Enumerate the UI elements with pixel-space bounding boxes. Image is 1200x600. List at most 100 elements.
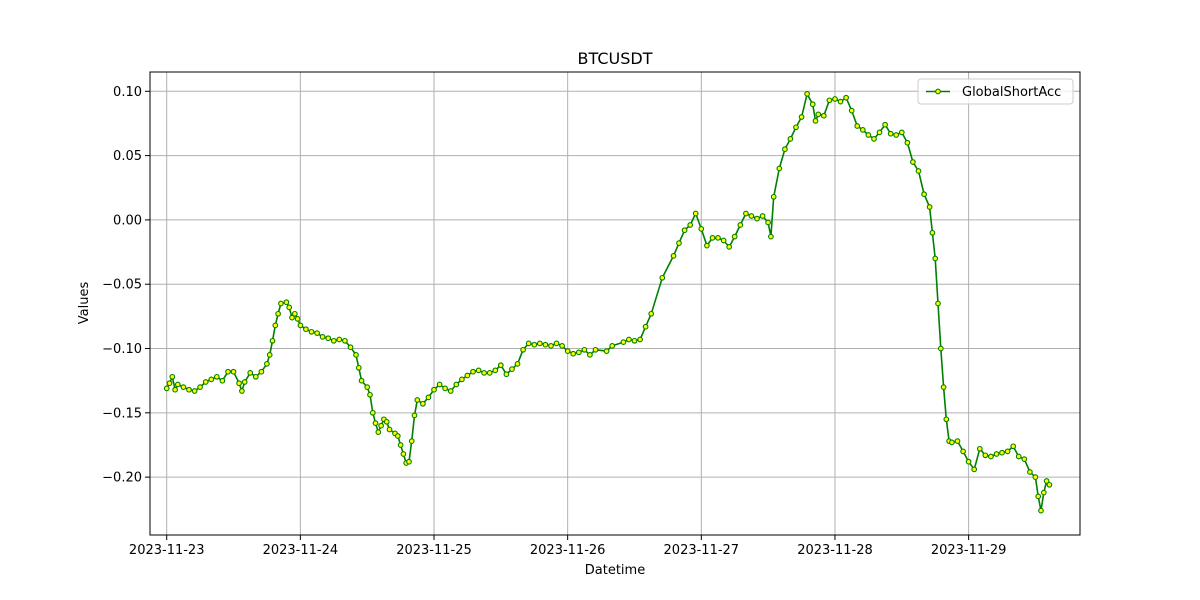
x-axis-label: Datetime bbox=[585, 563, 645, 578]
data-point bbox=[289, 314, 295, 321]
data-point bbox=[308, 328, 315, 335]
data-point bbox=[937, 345, 944, 352]
data-point bbox=[592, 346, 599, 353]
data-point bbox=[676, 240, 682, 246]
data-point bbox=[536, 340, 543, 347]
data-point bbox=[726, 244, 733, 250]
x-tick-label: 2023-11-26 bbox=[530, 543, 606, 558]
x-tick-label: 2023-11-29 bbox=[931, 543, 1007, 558]
data-point bbox=[999, 449, 1005, 456]
data-point bbox=[191, 388, 198, 394]
data-point bbox=[865, 132, 872, 138]
plot-frame bbox=[149, 71, 1081, 536]
data-point bbox=[230, 368, 237, 375]
data-point bbox=[910, 159, 916, 165]
x-axis: 2023-11-23 2023-11-24 2023-11-25 2023-11-26… bbox=[129, 535, 1006, 558]
data-point bbox=[358, 377, 365, 384]
data-point bbox=[375, 429, 382, 435]
y-tick-label: 0.10 bbox=[113, 85, 142, 100]
y-axis: −0.20 −0.15 −0.10 −0.05 0.00 0.05 0.10 bbox=[102, 85, 150, 486]
data-point bbox=[926, 204, 933, 210]
data-point bbox=[754, 215, 760, 222]
data-point bbox=[587, 352, 593, 358]
legend-entry-label: GlobalShortAcc bbox=[962, 85, 1061, 100]
data-point bbox=[843, 94, 849, 101]
data-point bbox=[303, 326, 309, 333]
data-point bbox=[336, 336, 343, 343]
data-point bbox=[241, 379, 248, 385]
data-point bbox=[497, 362, 504, 369]
x-tick-label: 2023-11-27 bbox=[664, 543, 740, 558]
data-point bbox=[1040, 489, 1047, 496]
series-group bbox=[163, 91, 1053, 514]
data-point bbox=[940, 384, 947, 390]
data-point bbox=[425, 394, 432, 401]
data-point bbox=[687, 222, 694, 228]
data-point bbox=[559, 343, 565, 349]
data-point bbox=[509, 366, 515, 372]
data-point bbox=[369, 409, 376, 416]
data-point bbox=[247, 370, 254, 376]
data-point bbox=[698, 226, 705, 232]
data-point bbox=[898, 129, 905, 136]
data-point bbox=[548, 343, 554, 349]
data-point bbox=[648, 310, 655, 317]
data-point bbox=[748, 213, 755, 219]
data-point bbox=[286, 304, 293, 311]
data-point bbox=[932, 255, 939, 262]
data-point bbox=[1010, 443, 1017, 450]
data-point bbox=[620, 339, 627, 345]
data-point bbox=[988, 453, 994, 460]
data-point bbox=[225, 368, 231, 375]
data-point bbox=[278, 300, 284, 307]
data-point bbox=[965, 458, 972, 465]
data-point bbox=[272, 322, 279, 329]
data-point bbox=[1004, 448, 1011, 455]
y-tick-label: 0.00 bbox=[113, 213, 142, 228]
y-tick-label: −0.15 bbox=[102, 406, 142, 421]
data-point bbox=[163, 385, 170, 392]
data-point bbox=[470, 368, 476, 375]
data-point bbox=[826, 97, 833, 104]
data-point bbox=[219, 377, 226, 384]
data-point bbox=[681, 227, 688, 234]
data-point bbox=[993, 451, 1000, 457]
y-axis-label: Values bbox=[77, 282, 92, 325]
y-tick-label: −0.20 bbox=[102, 471, 142, 486]
x-tick-label: 2023-11-24 bbox=[263, 543, 339, 558]
data-point bbox=[481, 370, 487, 376]
data-point bbox=[915, 168, 922, 174]
data-point bbox=[982, 452, 989, 459]
data-point bbox=[804, 91, 810, 97]
data-point bbox=[386, 426, 393, 433]
data-point bbox=[197, 384, 203, 390]
data-point bbox=[291, 310, 298, 317]
data-point bbox=[859, 127, 866, 133]
data-point bbox=[570, 350, 577, 357]
data-point bbox=[208, 376, 215, 383]
data-point bbox=[355, 364, 362, 371]
data-point bbox=[294, 316, 301, 322]
data-point bbox=[172, 386, 178, 393]
data-point bbox=[553, 340, 560, 347]
legend: GlobalShortAcc bbox=[917, 78, 1074, 105]
data-point bbox=[960, 448, 966, 455]
data-point bbox=[929, 229, 936, 236]
grid-lines bbox=[150, 72, 1080, 535]
data-point bbox=[1015, 453, 1022, 460]
data-point bbox=[637, 336, 643, 343]
data-point bbox=[372, 420, 379, 426]
x-tick-label: 2023-11-28 bbox=[797, 543, 873, 558]
data-point bbox=[264, 361, 270, 367]
data-point bbox=[378, 422, 384, 429]
data-point bbox=[1043, 478, 1050, 484]
data-point bbox=[720, 237, 727, 244]
data-point bbox=[631, 337, 638, 344]
data-point bbox=[609, 343, 616, 349]
chart-title: BTCUSDT bbox=[578, 49, 653, 68]
data-point bbox=[887, 130, 894, 137]
data-point bbox=[514, 361, 521, 367]
data-point bbox=[837, 98, 844, 105]
data-point bbox=[314, 330, 320, 336]
